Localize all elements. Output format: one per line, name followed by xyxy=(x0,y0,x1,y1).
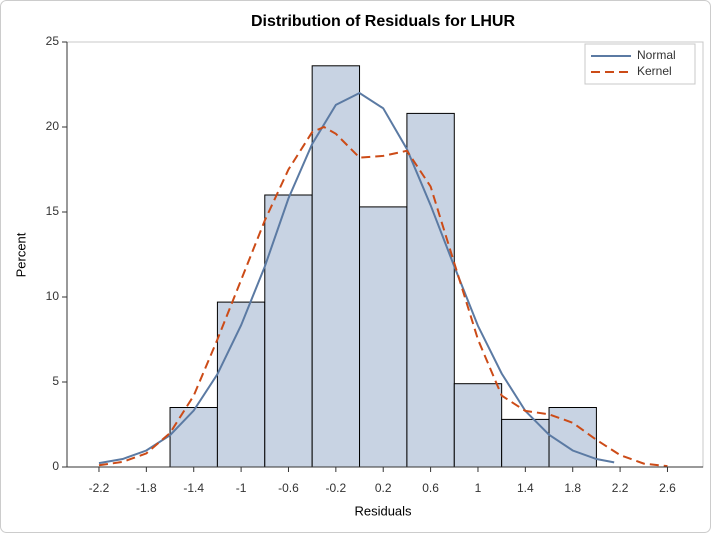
x-tick-label: -2.2 xyxy=(89,481,110,495)
x-tick-label: 0.2 xyxy=(375,481,392,495)
x-tick-label: 1 xyxy=(475,481,482,495)
legend-label: Kernel xyxy=(637,64,672,78)
bar xyxy=(453,383,503,468)
x-tick-label: -1.4 xyxy=(183,481,204,495)
legend-box xyxy=(584,43,696,85)
x-axis-label: Residuals xyxy=(354,503,412,518)
x-tick-label: -1.8 xyxy=(136,481,157,495)
y-tick-label: 15 xyxy=(46,204,60,218)
curve xyxy=(98,91,615,465)
x-tick-label: 0.6 xyxy=(422,481,439,495)
x-tick-label: -1 xyxy=(236,481,247,495)
y-tick-label: 5 xyxy=(52,374,59,388)
bar xyxy=(216,301,266,468)
bar xyxy=(406,112,455,468)
y-tick-label: 20 xyxy=(46,119,60,133)
y-tick-label: 10 xyxy=(46,289,60,303)
y-tick-label: 25 xyxy=(46,34,60,48)
bar xyxy=(169,407,218,468)
y-tick-label: 0 xyxy=(52,459,59,473)
x-tick-label: -0.2 xyxy=(326,481,347,495)
x-tick-label: -0.6 xyxy=(278,481,299,495)
legend: Normal Kernel xyxy=(584,43,696,85)
chart-title: Distribution of Residuals for LHUR xyxy=(251,13,515,30)
legend-label: Normal xyxy=(637,48,676,62)
y-axis-label: Percent xyxy=(13,232,28,277)
bar xyxy=(264,194,313,468)
bar xyxy=(311,65,361,468)
x-tick-label: 2.2 xyxy=(612,481,629,495)
x-tick-label: 1.4 xyxy=(517,481,534,495)
x-tick-label: 1.8 xyxy=(564,481,581,495)
bar xyxy=(359,206,408,468)
curve xyxy=(98,125,668,468)
x-tick-label: 2.6 xyxy=(659,481,676,495)
